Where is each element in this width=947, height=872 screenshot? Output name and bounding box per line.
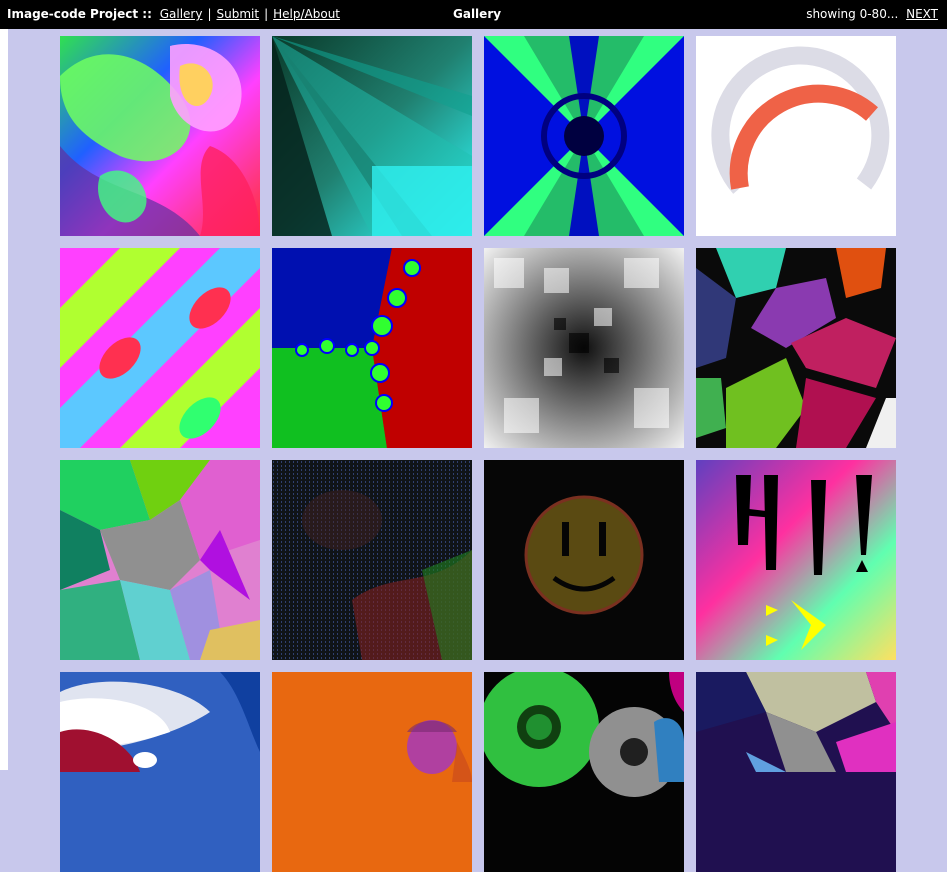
- orange-blob-thumbnail: [272, 672, 472, 872]
- hi-gradient-thumbnail: H!: [696, 460, 896, 660]
- gallery-tile[interactable]: [484, 672, 684, 872]
- gallery-tile[interactable]: [60, 248, 260, 448]
- grayscale-tunnel-thumbnail: [484, 248, 684, 448]
- smiley-face-thumbnail: [484, 460, 684, 660]
- showing-range: showing 0-80...: [806, 7, 899, 21]
- arc-gauge-thumbnail: [696, 36, 896, 236]
- gallery-tile[interactable]: [484, 36, 684, 236]
- page-title: Gallery: [453, 7, 502, 21]
- newton-fractal-thumbnail: [272, 248, 472, 448]
- swirl-fractal-thumbnail: [60, 36, 260, 236]
- site-brand: Image-code Project ::: [7, 7, 152, 21]
- gallery-tile[interactable]: [272, 36, 472, 236]
- gallery-tile[interactable]: [60, 36, 260, 236]
- nav-separator: |: [207, 7, 212, 21]
- nav-gallery-link[interactable]: Gallery: [159, 7, 203, 21]
- green-circles-thumbnail: [484, 672, 684, 872]
- diagonal-diamond-pattern-thumbnail: [60, 248, 260, 448]
- nav-help-link[interactable]: Help/About: [273, 7, 341, 21]
- gallery-tile[interactable]: [484, 248, 684, 448]
- voronoi-pastel-thumbnail: [60, 460, 260, 660]
- gallery-tile[interactable]: [484, 460, 684, 660]
- voronoi-dark-thumbnail: [696, 248, 896, 448]
- left-margin-strip: [0, 29, 8, 770]
- gallery-tile[interactable]: [60, 672, 260, 872]
- nav-separator: |: [264, 7, 269, 21]
- header-right: showing 0-80... NEXT: [806, 7, 938, 21]
- nav-submit-link[interactable]: Submit: [216, 7, 260, 21]
- blue-curves-thumbnail: [60, 672, 260, 872]
- gallery-tile[interactable]: H!: [696, 460, 896, 660]
- header-left: Image-code Project :: Gallery | Submit | Hel…: [7, 7, 340, 21]
- gallery-tile[interactable]: [272, 460, 472, 660]
- gallery-tile[interactable]: [60, 460, 260, 660]
- gallery-tile[interactable]: [272, 248, 472, 448]
- gallery-tile[interactable]: [272, 672, 472, 872]
- gallery-tile[interactable]: [696, 672, 896, 872]
- colored-shapes-thumbnail: [696, 672, 896, 872]
- blue-green-hourglass-thumbnail: [484, 36, 684, 236]
- gallery-tile[interactable]: [696, 248, 896, 448]
- gallery-tile[interactable]: [696, 36, 896, 236]
- top-bar: Image-code Project :: Gallery | Submit | Hel…: [0, 0, 947, 29]
- dotted-red-green-thumbnail: [272, 460, 472, 660]
- teal-rays-thumbnail: [272, 36, 472, 236]
- next-link[interactable]: NEXT: [906, 7, 938, 21]
